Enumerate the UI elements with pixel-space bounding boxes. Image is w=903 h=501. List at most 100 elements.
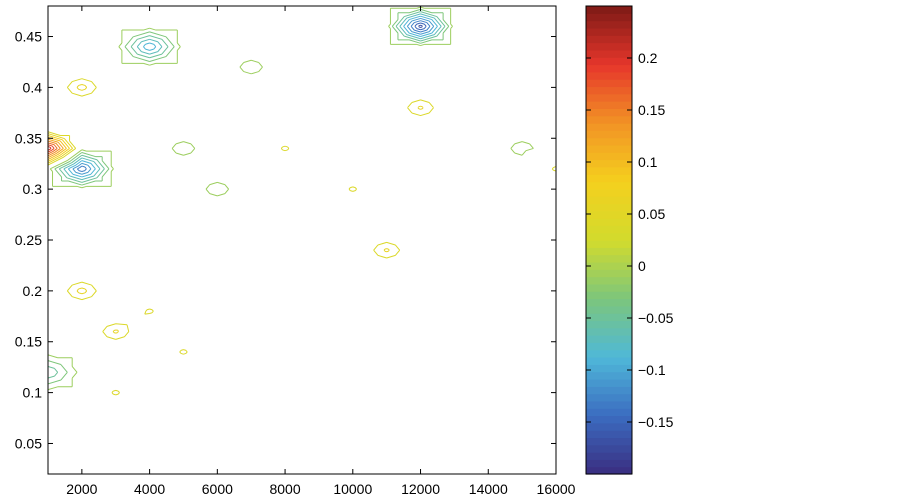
colorbar-band xyxy=(586,466,632,475)
colorbar-band xyxy=(586,422,632,431)
colorbar-band xyxy=(586,49,632,58)
colorbar-band xyxy=(586,386,632,395)
colorbar-band xyxy=(586,342,632,351)
contour-line xyxy=(48,78,556,396)
contour-line xyxy=(63,13,442,181)
colorbar-tick-label: 0.15 xyxy=(638,102,665,118)
colorbar-band xyxy=(586,20,632,29)
y-tick-label: 0.2 xyxy=(23,283,43,299)
colorbar-band xyxy=(586,159,632,168)
x-tick-label: 12000 xyxy=(401,481,440,497)
contour-line xyxy=(48,136,67,160)
x-tick-label: 4000 xyxy=(134,481,165,497)
contour-line xyxy=(72,17,435,175)
colorbar-band xyxy=(586,393,632,402)
colorbar-band xyxy=(586,437,632,446)
colorbar-band xyxy=(586,13,632,22)
contour-line xyxy=(48,138,64,159)
colorbar-band xyxy=(586,64,632,73)
colorbar-tick-label: 0 xyxy=(638,258,646,274)
contour-plot-area: 2000 4000 6000 8000 10000 12000 14000 16000 0.0… xyxy=(15,5,576,497)
x-tick-label: 6000 xyxy=(202,481,233,497)
colorbar-band xyxy=(586,232,632,241)
colorbar-band xyxy=(586,71,632,80)
contour-line xyxy=(48,146,52,151)
colorbar-band xyxy=(586,196,632,205)
x-tick-label: 14000 xyxy=(469,481,508,497)
colorbar-frame xyxy=(585,5,633,475)
colorbar-tick-label: 0.1 xyxy=(638,154,658,170)
y-tick-label: 0.25 xyxy=(15,232,42,248)
colorbar-band xyxy=(586,335,632,343)
y-axis: 0.05 0.1 0.15 0.2 0.25 0.3 0.35 0.4 0.45 xyxy=(15,29,556,451)
colorbar-band xyxy=(586,408,632,417)
colorbar-axis: −0.15 −0.1 −0.05 0 0.05 0.1 0.15 0.2 xyxy=(586,50,674,430)
colorbar-tick-label: 0.05 xyxy=(638,206,665,222)
contour-line xyxy=(76,20,431,172)
x-tick-label: 10000 xyxy=(333,481,372,497)
colorbar-band xyxy=(586,42,632,51)
colorbar-band xyxy=(586,400,632,409)
colorbar-band xyxy=(586,378,632,387)
colorbar-band xyxy=(586,247,632,256)
colorbar-band xyxy=(586,276,632,285)
colorbar-band xyxy=(586,327,632,336)
contour-line xyxy=(48,142,58,155)
contour-line xyxy=(48,11,446,379)
y-tick-label: 0.05 xyxy=(15,435,42,451)
colorbar-band xyxy=(586,35,632,44)
colorbar-band xyxy=(586,444,632,453)
colorbar-band xyxy=(586,123,632,131)
y-tick-label: 0.45 xyxy=(15,29,42,45)
colorbar-band xyxy=(586,57,632,66)
colorbar-band xyxy=(586,188,632,197)
y-tick-label: 0.1 xyxy=(23,385,43,401)
colorbar-band xyxy=(586,261,632,270)
colorbar-band xyxy=(586,27,632,36)
colorbar-band xyxy=(586,108,632,117)
x-tick-label: 16000 xyxy=(537,481,576,497)
colorbar-band xyxy=(586,254,632,263)
colorbar-band xyxy=(586,130,632,139)
colorbar-band xyxy=(586,305,632,314)
x-tick-label: 8000 xyxy=(269,481,300,497)
colorbar-band xyxy=(586,166,632,175)
colorbar-band xyxy=(586,459,632,468)
colorbar-band xyxy=(586,240,632,248)
colorbar-band xyxy=(586,137,632,146)
colorbar-band xyxy=(586,269,632,278)
colorbar-bands xyxy=(586,6,632,475)
x-axis: 2000 4000 6000 8000 10000 12000 14000 16000 xyxy=(66,6,576,497)
colorbar-band xyxy=(586,6,632,14)
colorbar-band xyxy=(586,218,632,226)
colorbar-band xyxy=(586,364,632,373)
x-tick-label: 2000 xyxy=(66,481,97,497)
colorbar-band xyxy=(586,430,632,439)
y-tick-label: 0.15 xyxy=(15,334,42,350)
colorbar-band xyxy=(586,225,632,234)
colorbar-band xyxy=(586,313,632,322)
contour-line xyxy=(418,24,423,28)
colorbar-band xyxy=(586,181,632,190)
contour-line xyxy=(48,8,450,385)
contour-line xyxy=(48,6,534,391)
colorbar-band xyxy=(586,320,632,329)
colorbar-band xyxy=(586,298,632,307)
colorbar-band xyxy=(586,115,632,124)
contour-line xyxy=(48,140,61,157)
colorbar-band xyxy=(586,357,632,365)
colorbar-band xyxy=(586,415,632,424)
colorbar-band xyxy=(586,210,632,219)
contour-line xyxy=(67,15,438,178)
colorbar-tick-label: −0.1 xyxy=(638,362,666,378)
colorbar-band xyxy=(586,174,632,183)
colorbar: −0.15 −0.1 −0.05 0 0.05 0.1 0.15 0.2 xyxy=(585,5,674,475)
colorbar-band xyxy=(586,291,632,300)
colorbar-tick-label: −0.05 xyxy=(638,310,674,326)
colorbar-band xyxy=(586,452,632,460)
y-tick-label: 0.35 xyxy=(15,130,42,146)
contour-line xyxy=(414,22,427,31)
colorbar-band xyxy=(586,86,632,95)
colorbar-band xyxy=(586,203,632,212)
